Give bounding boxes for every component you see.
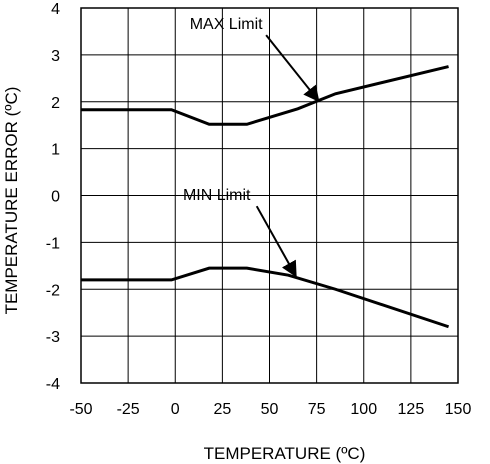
annotation-label: MAX Limit [190, 16, 263, 33]
x-tick-label: 75 [308, 401, 326, 418]
y-tick-label: 4 [51, 1, 60, 18]
y-tick-label: 3 [51, 48, 60, 65]
annotation-arrow [265, 34, 320, 103]
y-tick-label: 2 [51, 95, 60, 112]
x-axis-label: TEMPERATURE (ºC) [204, 444, 366, 463]
y-tick-label: -1 [46, 235, 60, 252]
x-tick-label: -25 [117, 401, 140, 418]
y-axis-label: TEMPERATURE ERROR (ºC) [2, 87, 21, 315]
y-tick-label: -3 [46, 329, 60, 346]
x-tick-label: 50 [261, 401, 279, 418]
y-tick-label: -4 [46, 376, 60, 393]
y-tick-label: 1 [51, 142, 60, 159]
y-tick-label: -2 [46, 282, 60, 299]
x-tick-label: 100 [350, 401, 377, 418]
x-tick-label: 25 [213, 401, 231, 418]
x-tick-label: -50 [69, 401, 92, 418]
series-line-max [81, 65, 449, 126]
x-tick-label: 0 [171, 401, 180, 418]
annotation-label: MIN Limit [183, 187, 251, 204]
annotation-arrow [255, 205, 297, 278]
x-tick-label: 150 [445, 401, 472, 418]
y-tick-label: 0 [51, 189, 60, 206]
series-line-min [81, 266, 450, 329]
x-tick-label: 125 [398, 401, 425, 418]
plot-area-frame [80, 7, 459, 384]
